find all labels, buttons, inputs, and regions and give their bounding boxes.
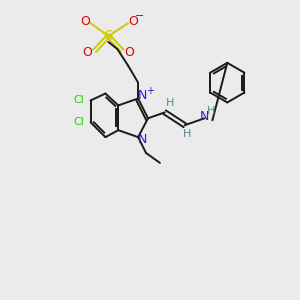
Text: H: H — [207, 106, 216, 116]
Text: +: + — [146, 85, 154, 96]
Text: O: O — [128, 15, 138, 28]
Text: N: N — [137, 133, 147, 146]
Text: H: H — [166, 98, 174, 108]
Text: Cl: Cl — [73, 117, 84, 127]
Text: Cl: Cl — [73, 95, 84, 106]
Text: O: O — [124, 46, 134, 59]
Text: S: S — [104, 29, 113, 43]
Text: O: O — [82, 46, 92, 59]
Text: O: O — [81, 15, 91, 28]
Text: N: N — [137, 89, 147, 102]
Text: H: H — [182, 129, 191, 139]
Text: N: N — [200, 110, 209, 123]
Text: −: − — [134, 11, 144, 21]
